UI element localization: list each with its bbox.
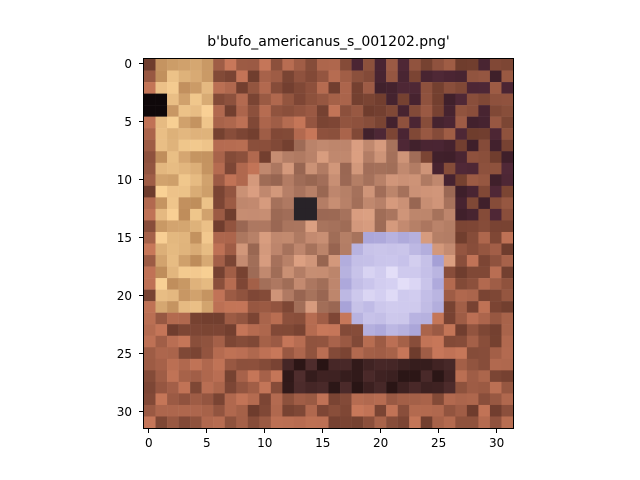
x-tick-label: 20 [373,436,389,450]
y-tick-mark [139,179,143,181]
x-tick-mark [496,429,498,433]
y-tick-label: 5 [124,114,132,129]
y-tick-mark [139,353,143,355]
y-tick-mark [139,121,143,123]
x-tick-mark [380,429,382,433]
pixelated-toad-image [144,59,513,428]
y-tick-label: 0 [124,56,132,71]
x-tick-label: 30 [488,436,505,450]
x-tick-mark [322,429,324,433]
y-tick-mark [139,295,143,297]
y-tick-mark [139,63,143,65]
y-tick-label: 30 [116,404,132,419]
y-tick-mark [139,237,143,239]
x-tick-mark [206,429,208,433]
figure-title: b'bufo_americanus_s_001202.png' [207,34,450,50]
image-axes [143,58,514,429]
y-tick-mark [139,411,143,413]
x-tick-label: 5 [202,436,211,450]
x-tick-label: 0 [144,436,153,450]
x-tick-mark [148,429,150,433]
x-tick-mark [264,429,266,433]
y-tick-label: 25 [116,346,132,361]
x-tick-mark [438,429,440,433]
x-tick-label: 25 [431,436,447,450]
x-tick-label: 10 [257,436,273,450]
y-tick-label: 15 [116,230,132,245]
y-tick-label: 10 [116,172,132,187]
y-tick-label: 20 [116,288,132,303]
x-tick-label: 15 [315,436,331,450]
